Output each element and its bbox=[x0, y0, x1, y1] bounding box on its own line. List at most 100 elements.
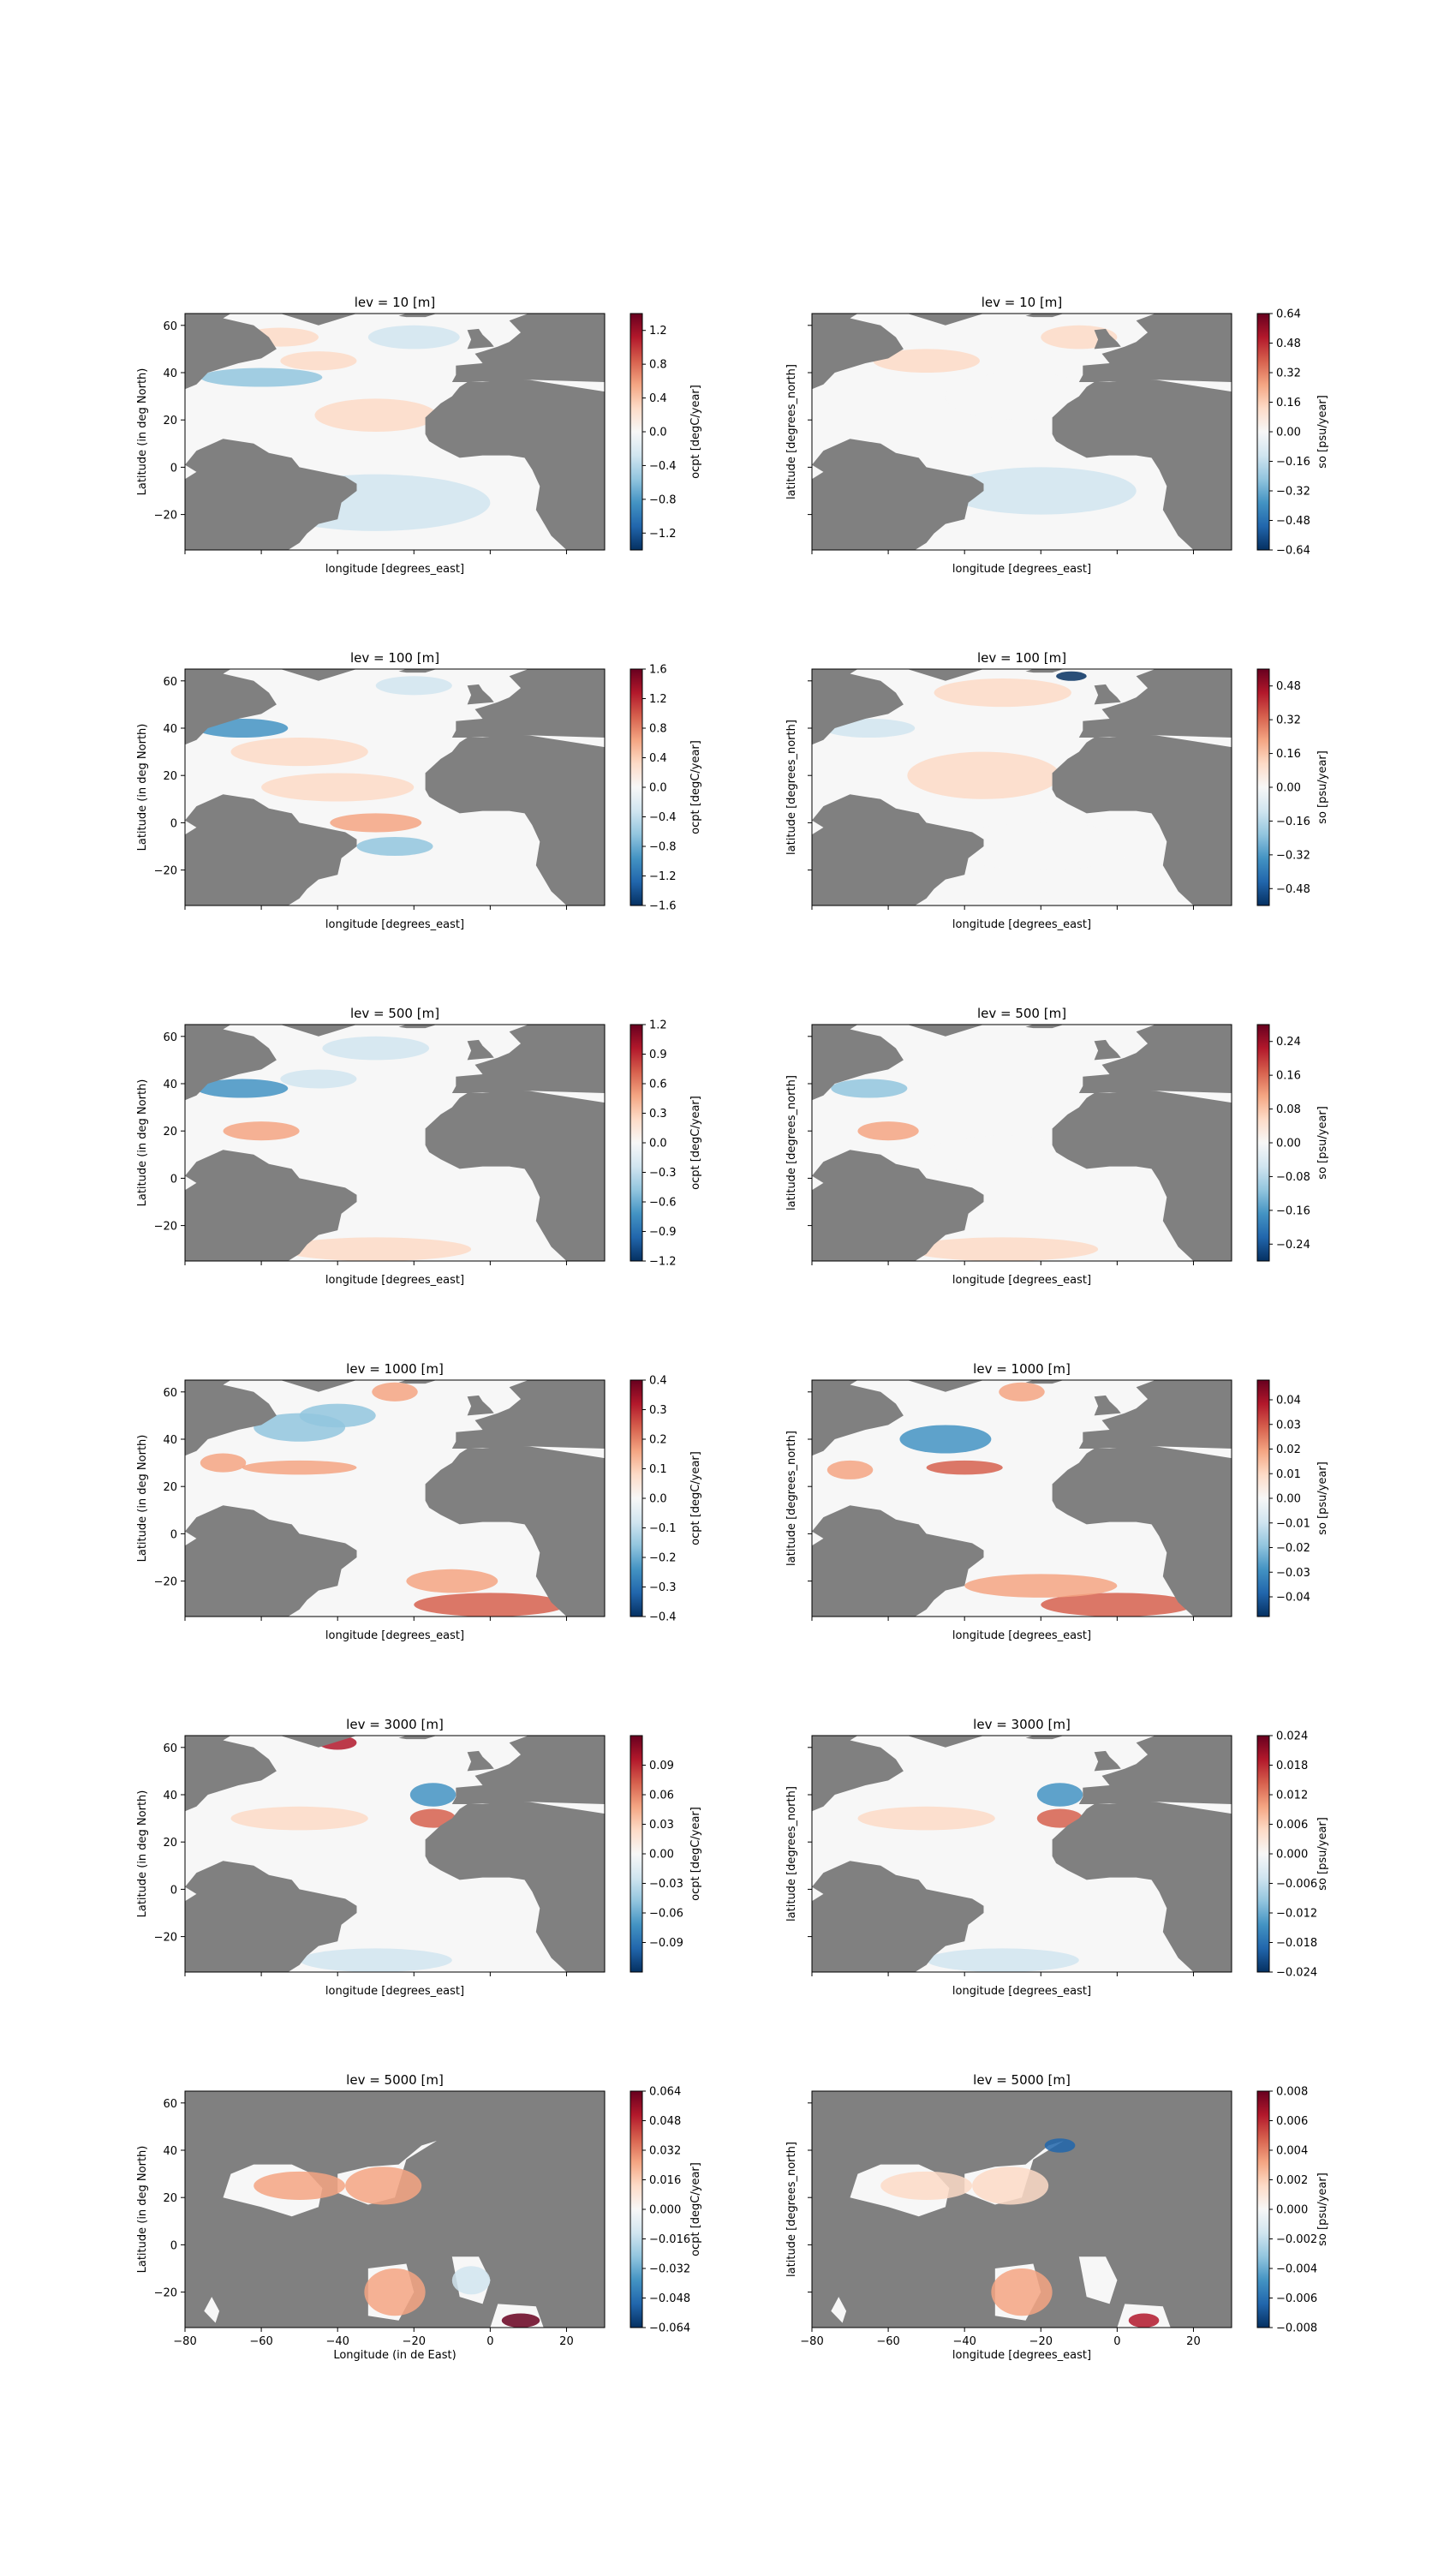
colorbar-tick-label: −0.16 bbox=[1276, 816, 1310, 828]
axes-frame bbox=[184, 1379, 606, 1617]
colorbar-label: so [psu/year] bbox=[1316, 2173, 1329, 2246]
colorbar-tick-label: 0.04 bbox=[1276, 1395, 1301, 1408]
map-panel: −20 0 20 40 60 lev = 10 [m] longitude [degrees… bbox=[136, 295, 702, 576]
colorbar-tick-label: −0.6 bbox=[649, 1197, 677, 1210]
colorbar bbox=[1256, 2090, 1270, 2328]
y-tick-label: 60 bbox=[163, 1031, 177, 1044]
y-tick-label: 40 bbox=[163, 1434, 177, 1447]
colorbar-tick-label: 1.6 bbox=[649, 664, 667, 677]
colorbar-tick-label: 0.16 bbox=[1276, 397, 1301, 409]
land-mask bbox=[812, 1025, 904, 1101]
anomaly-region bbox=[414, 1593, 567, 1617]
land-mask bbox=[1052, 380, 1232, 550]
land-mask bbox=[1025, 1380, 1064, 1384]
y-tick-label: 0 bbox=[170, 462, 177, 475]
y-tick-label: 20 bbox=[163, 415, 177, 427]
anomaly-region bbox=[364, 2268, 426, 2316]
land-mask bbox=[1094, 328, 1121, 350]
colorbar-tick-label: −0.01 bbox=[1276, 1517, 1310, 1530]
y-tick-label: 60 bbox=[163, 320, 177, 333]
y-tick-label: 20 bbox=[163, 1837, 177, 1850]
colorbar-tick-label: 0.8 bbox=[649, 723, 667, 736]
anomaly-region bbox=[501, 2313, 540, 2328]
y-axis-label: latitude [degrees_north] bbox=[785, 720, 798, 855]
land-mask bbox=[467, 328, 494, 350]
anomaly-region bbox=[330, 813, 422, 833]
x-axis-label: longitude [degrees_east] bbox=[952, 1629, 1091, 1642]
colorbar-tick-label: −0.008 bbox=[1276, 2322, 1317, 2335]
colorbar-tick-label: 0.08 bbox=[1276, 1103, 1301, 1116]
colorbar-tick-label: −0.1 bbox=[649, 1522, 677, 1535]
anomaly-region bbox=[230, 738, 368, 767]
chart-title: lev = 5000 [m] bbox=[973, 2072, 1071, 2088]
x-axis-label: longitude [degrees_east] bbox=[952, 2349, 1091, 2362]
y-tick-label: 60 bbox=[163, 676, 177, 689]
plot-area bbox=[812, 1025, 1232, 1261]
land-mask bbox=[1025, 669, 1064, 673]
anomaly-region bbox=[254, 2171, 346, 2200]
colorbar-tick-label: 0.004 bbox=[1276, 2145, 1308, 2158]
anomaly-region bbox=[999, 1382, 1045, 1402]
x-axis-label: longitude [degrees_east] bbox=[952, 918, 1091, 931]
land-mask bbox=[1025, 314, 1064, 318]
land-mask bbox=[425, 1802, 605, 1972]
axes-frame bbox=[811, 1735, 1232, 1973]
colorbar-tick-label: 0.16 bbox=[1276, 748, 1301, 761]
x-tick-label: −60 bbox=[876, 2335, 899, 2348]
land-mask bbox=[1094, 1039, 1121, 1061]
chart-title: lev = 10 [m] bbox=[982, 295, 1063, 310]
y-tick-label: 40 bbox=[163, 1790, 177, 1802]
x-tick-label: 20 bbox=[559, 2335, 574, 2348]
colorbar-label: ocpt [degC/year] bbox=[689, 2162, 702, 2256]
colorbar-tick-label: −0.8 bbox=[649, 841, 677, 854]
y-tick-label: −20 bbox=[154, 1221, 177, 1234]
colorbar bbox=[630, 1024, 643, 1262]
colorbar bbox=[1256, 313, 1270, 551]
land-mask bbox=[1078, 314, 1232, 382]
colorbar-tick-label: −0.032 bbox=[649, 2263, 690, 2276]
colorbar-tick-label: −0.32 bbox=[1276, 849, 1310, 862]
land-mask bbox=[185, 1380, 277, 1456]
land-mask bbox=[185, 314, 277, 390]
anomaly-region bbox=[409, 1808, 456, 1828]
y-tick-label: 20 bbox=[163, 1481, 177, 1494]
y-axis-label: latitude [degrees_north] bbox=[785, 364, 798, 499]
map-panel: −80 −60 −40 −20 0 20 lev = 5000 [m] longitude [… bbox=[785, 2072, 1329, 2362]
colorbar-tick-label: 0.00 bbox=[1276, 782, 1301, 795]
anomaly-region bbox=[196, 1079, 289, 1098]
anomaly-region bbox=[451, 2266, 491, 2295]
plot-area bbox=[812, 2091, 1232, 2328]
colorbar-tick-label: −1.2 bbox=[649, 870, 677, 883]
colorbar bbox=[1256, 668, 1270, 906]
land-mask bbox=[280, 1736, 357, 1748]
anomaly-region bbox=[857, 1806, 995, 1831]
plot-area bbox=[812, 669, 1232, 905]
colorbar-tick-label: −0.016 bbox=[649, 2233, 690, 2246]
land-mask bbox=[280, 669, 357, 681]
colorbar-tick-label: 0.002 bbox=[1276, 2174, 1308, 2187]
colorbar-tick-label: −0.4 bbox=[649, 460, 677, 473]
chart-title: lev = 1000 [m] bbox=[973, 1361, 1071, 1377]
colorbar-tick-label: 0.4 bbox=[649, 1375, 667, 1388]
x-tick-label: 20 bbox=[1186, 2335, 1201, 2348]
x-axis-label: Longitude (in de East) bbox=[333, 2349, 456, 2362]
colorbar-tick-label: 0.000 bbox=[1276, 2204, 1308, 2217]
colorbar-tick-label: 0.64 bbox=[1276, 308, 1301, 321]
anomaly-region bbox=[299, 1403, 376, 1428]
map-panel: lev = 3000 [m] longitude [degrees_east] la… bbox=[785, 1717, 1329, 1998]
y-axis-label: Latitude (in deg North) bbox=[136, 1079, 149, 1207]
chart-title: lev = 3000 [m] bbox=[973, 1717, 1071, 1732]
colorbar-tick-label: −0.03 bbox=[1276, 1567, 1310, 1580]
axes-frame bbox=[811, 668, 1232, 906]
colorbar-tick-label: −0.004 bbox=[1276, 2263, 1317, 2276]
anomaly-region bbox=[1056, 671, 1087, 681]
colorbar-tick-label: 0.00 bbox=[649, 1849, 674, 1862]
colorbar-tick-label: 0.1 bbox=[649, 1463, 667, 1476]
y-tick-label: 60 bbox=[163, 1387, 177, 1400]
anomaly-region bbox=[261, 773, 415, 802]
land-mask bbox=[280, 1025, 357, 1037]
land-mask bbox=[1078, 669, 1232, 738]
colorbar-tick-label: 0.09 bbox=[649, 1760, 674, 1772]
colorbar-tick-label: −0.09 bbox=[649, 1937, 683, 1950]
